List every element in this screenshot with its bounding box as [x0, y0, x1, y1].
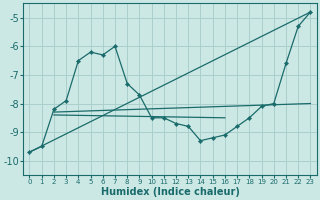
X-axis label: Humidex (Indice chaleur): Humidex (Indice chaleur) [100, 187, 239, 197]
